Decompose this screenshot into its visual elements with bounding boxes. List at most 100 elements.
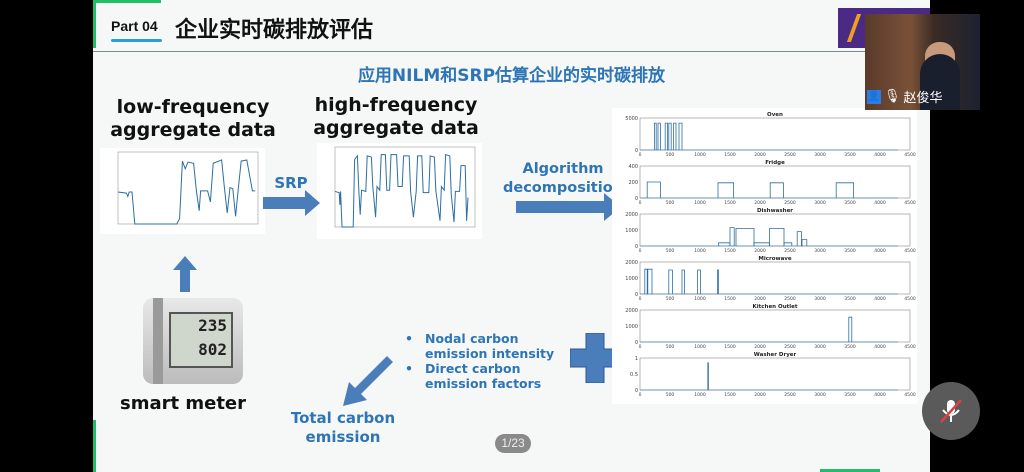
x-tick-label: 3500 bbox=[844, 392, 856, 398]
power-pulse bbox=[769, 228, 785, 246]
power-pulse bbox=[769, 182, 784, 198]
plus-icon bbox=[570, 333, 620, 383]
x-tick-label: 4500 bbox=[904, 200, 916, 206]
y-tick-label: 0 bbox=[635, 244, 638, 250]
algorithm-label: Algorithm decomposition bbox=[502, 161, 623, 196]
participant-video[interactable]: 👤 🎙 赵俊华 bbox=[865, 14, 980, 110]
x-tick-label: 2500 bbox=[784, 344, 796, 350]
x-tick-label: 3500 bbox=[844, 344, 856, 350]
x-tick-label: 3500 bbox=[844, 200, 856, 206]
x-tick-label: 2000 bbox=[754, 392, 766, 398]
participant-body bbox=[920, 54, 960, 110]
power-pulse bbox=[654, 122, 657, 150]
data-line bbox=[117, 159, 256, 225]
x-tick-label: 1000 bbox=[694, 296, 706, 302]
x-tick-label: 1500 bbox=[724, 296, 736, 302]
subplot-title: Kitchen Outlet bbox=[753, 304, 798, 310]
subplot-frame bbox=[639, 117, 911, 151]
y-tick-label: 0.5 bbox=[630, 372, 638, 378]
low-freq-heading: low-frequency aggregate data bbox=[110, 96, 276, 141]
y-tick-label: 2000 bbox=[625, 308, 638, 314]
subplot-frame bbox=[639, 213, 911, 247]
x-tick-label: 500 bbox=[666, 296, 675, 302]
power-pulse bbox=[668, 269, 673, 294]
accent-bar bbox=[93, 0, 161, 3]
up-arrow-icon bbox=[173, 256, 197, 292]
subplot-title: Oven bbox=[767, 112, 783, 118]
y-tick-label: 0 bbox=[635, 340, 638, 346]
power-pulse bbox=[678, 122, 683, 150]
x-tick-label: 2000 bbox=[754, 248, 766, 254]
x-tick-label: 2500 bbox=[784, 296, 796, 302]
power-pulse bbox=[644, 268, 648, 294]
power-pulse bbox=[735, 228, 755, 246]
x-tick-label: 2500 bbox=[784, 152, 796, 158]
subplot-frame bbox=[639, 261, 911, 295]
subplot-title: Microwave bbox=[758, 256, 791, 262]
y-tick-label: 0 bbox=[635, 292, 638, 298]
power-pulse bbox=[664, 122, 668, 150]
x-tick-label: 3000 bbox=[814, 344, 826, 350]
x-tick-label: 0 bbox=[639, 152, 642, 158]
x-tick-label: 4500 bbox=[904, 296, 916, 302]
part-label: Part 04 bbox=[111, 18, 158, 34]
x-tick-label: 1000 bbox=[694, 152, 706, 158]
power-pulse bbox=[796, 231, 802, 246]
microphone-icon: 🎙 bbox=[884, 89, 901, 104]
x-tick-label: 4500 bbox=[904, 152, 916, 158]
x-tick-label: 3000 bbox=[814, 200, 826, 206]
power-pulse bbox=[647, 268, 653, 294]
part-underline bbox=[111, 39, 162, 42]
power-pulse bbox=[707, 362, 709, 390]
subplot-frame bbox=[639, 357, 911, 391]
power-pulse bbox=[681, 269, 685, 294]
x-tick-label: 1000 bbox=[694, 344, 706, 350]
y-tick-label: 2000 bbox=[625, 260, 638, 266]
presentation-slide: Part 04 企业实时碳排放评估 应用NILM和SRP估算企业的实时碳排放 l… bbox=[93, 0, 930, 472]
user-icon: 👤 bbox=[867, 89, 881, 104]
x-tick-label: 1000 bbox=[694, 248, 706, 254]
power-pulse bbox=[673, 122, 677, 150]
x-tick-label: 4500 bbox=[904, 392, 916, 398]
x-tick-label: 1500 bbox=[724, 392, 736, 398]
srp-label: SRP bbox=[274, 174, 308, 192]
x-tick-label: 0 bbox=[639, 200, 642, 206]
factor-list: Nodal carbon emission intensity Direct c… bbox=[405, 331, 575, 391]
slide-title: 企业实时碳排放评估 bbox=[175, 18, 374, 43]
participant-label: 👤 🎙 赵俊华 bbox=[867, 87, 943, 106]
x-tick-label: 1000 bbox=[694, 200, 706, 206]
divider bbox=[93, 51, 930, 52]
y-tick-label: 1 bbox=[635, 356, 638, 362]
smart-meter-image: 235 802 bbox=[143, 298, 243, 384]
x-tick-label: 500 bbox=[666, 152, 675, 158]
x-tick-label: 3500 bbox=[844, 152, 856, 158]
accent-bar bbox=[93, 420, 96, 472]
mute-microphone-button[interactable] bbox=[922, 382, 980, 440]
x-tick-label: 3500 bbox=[844, 296, 856, 302]
low-frequency-chart bbox=[117, 151, 259, 225]
x-tick-label: 2000 bbox=[754, 200, 766, 206]
accent-bar bbox=[93, 0, 96, 48]
x-tick-label: 4000 bbox=[874, 296, 886, 302]
x-tick-label: 1500 bbox=[724, 248, 736, 254]
subplot-frame bbox=[639, 309, 911, 343]
x-tick-label: 4500 bbox=[904, 248, 916, 254]
x-tick-label: 500 bbox=[666, 248, 675, 254]
data-line bbox=[334, 153, 469, 228]
high-frequency-chart bbox=[334, 146, 476, 228]
x-tick-label: 4000 bbox=[874, 248, 886, 254]
power-pulse bbox=[657, 122, 661, 150]
meter-reading: 802 bbox=[198, 340, 227, 359]
y-tick-label: 0 bbox=[635, 196, 638, 202]
slide-subtitle: 应用NILM和SRP估算企业的实时碳排放 bbox=[357, 66, 666, 86]
bullet-item: Nodal carbon emission intensity bbox=[405, 331, 575, 361]
bullet-item: Direct carbon emission factors bbox=[405, 361, 575, 391]
x-tick-label: 1000 bbox=[694, 392, 706, 398]
power-pulse bbox=[848, 316, 853, 342]
y-tick-label: 200 bbox=[628, 180, 638, 186]
power-pulse bbox=[668, 122, 672, 150]
y-tick-label: 2000 bbox=[625, 212, 638, 218]
x-tick-label: 2000 bbox=[754, 152, 766, 158]
x-tick-label: 500 bbox=[666, 344, 675, 350]
x-tick-label: 2500 bbox=[784, 200, 796, 206]
